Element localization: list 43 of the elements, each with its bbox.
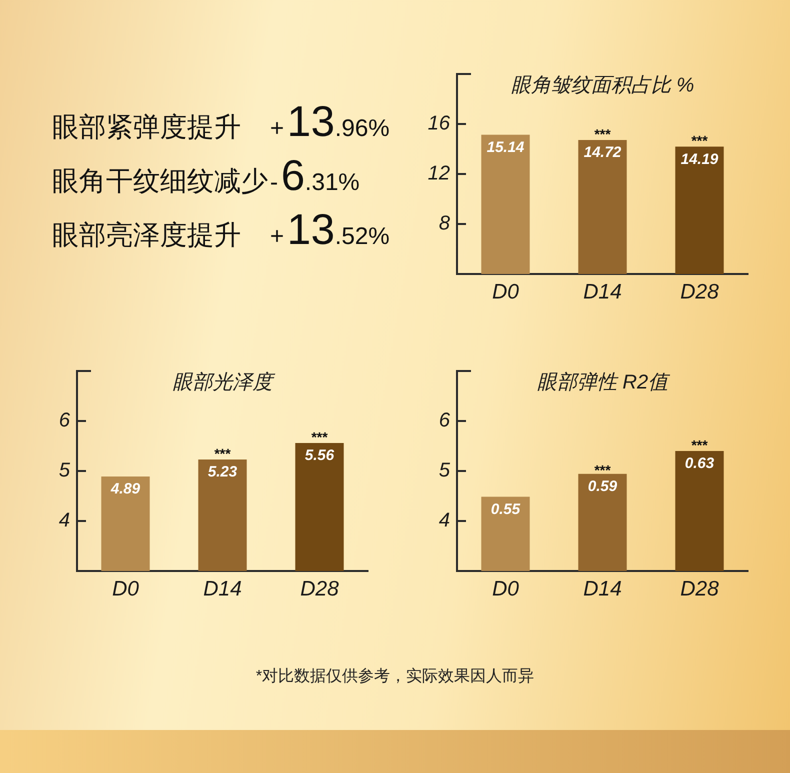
- data-label: 0.63: [684, 455, 715, 472]
- x-tick-label: D14: [583, 577, 622, 600]
- x-tick-label: D0: [112, 577, 140, 600]
- x-tick-label: D28: [680, 577, 720, 600]
- x-tick-label: D0: [492, 280, 520, 304]
- data-label: 0.59: [588, 478, 618, 495]
- y-tick-label: 5: [438, 460, 451, 482]
- chart-title: 眼部弹性 R2值: [536, 372, 672, 394]
- y-tick-label: 6: [58, 410, 71, 432]
- annotation: ***: [594, 462, 612, 478]
- annotation: ***: [214, 446, 232, 462]
- data-label: 4.89: [110, 480, 141, 498]
- annotation: ***: [311, 429, 328, 445]
- text: *对比数据仅供参考，实际效果因人而异: [254, 666, 536, 687]
- text: -6.31%: [270, 152, 360, 200]
- data-label: 14.19: [680, 150, 719, 168]
- text: 眼部亮泽度提升: [52, 219, 242, 253]
- y-tick-label: 4: [438, 510, 450, 532]
- data-label: 5.56: [304, 447, 335, 464]
- text: 眼角干纹细纹减少: [52, 165, 269, 199]
- text: +13.52%: [270, 206, 390, 254]
- chart-title: 眼角皱纹面积占比 %: [510, 74, 694, 97]
- chart-title: 眼部光泽度: [172, 372, 276, 394]
- x-tick-label: D14: [583, 280, 622, 304]
- annotation: ***: [594, 126, 612, 142]
- y-tick-label: 8: [438, 212, 450, 235]
- y-tick-label: 12: [428, 162, 450, 185]
- x-tick-label: D28: [300, 577, 340, 600]
- x-tick-label: D28: [680, 280, 720, 304]
- annotation: ***: [691, 437, 708, 453]
- annotation: ***: [691, 132, 708, 149]
- y-tick-label: 6: [438, 410, 451, 432]
- data-label: 14.72: [584, 144, 622, 162]
- x-tick-label: D14: [203, 577, 242, 600]
- y-tick-label: 5: [58, 460, 71, 482]
- y-tick-label: 16: [428, 112, 451, 135]
- data-label: 15.14: [486, 138, 525, 156]
- x-tick-label: D0: [492, 577, 520, 600]
- text: 眼部紧弹度提升: [52, 111, 242, 145]
- data-label: 0.55: [490, 500, 521, 518]
- data-label: 5.23: [208, 464, 238, 481]
- y-tick-label: 4: [58, 510, 70, 532]
- text: +13.96%: [270, 98, 390, 146]
